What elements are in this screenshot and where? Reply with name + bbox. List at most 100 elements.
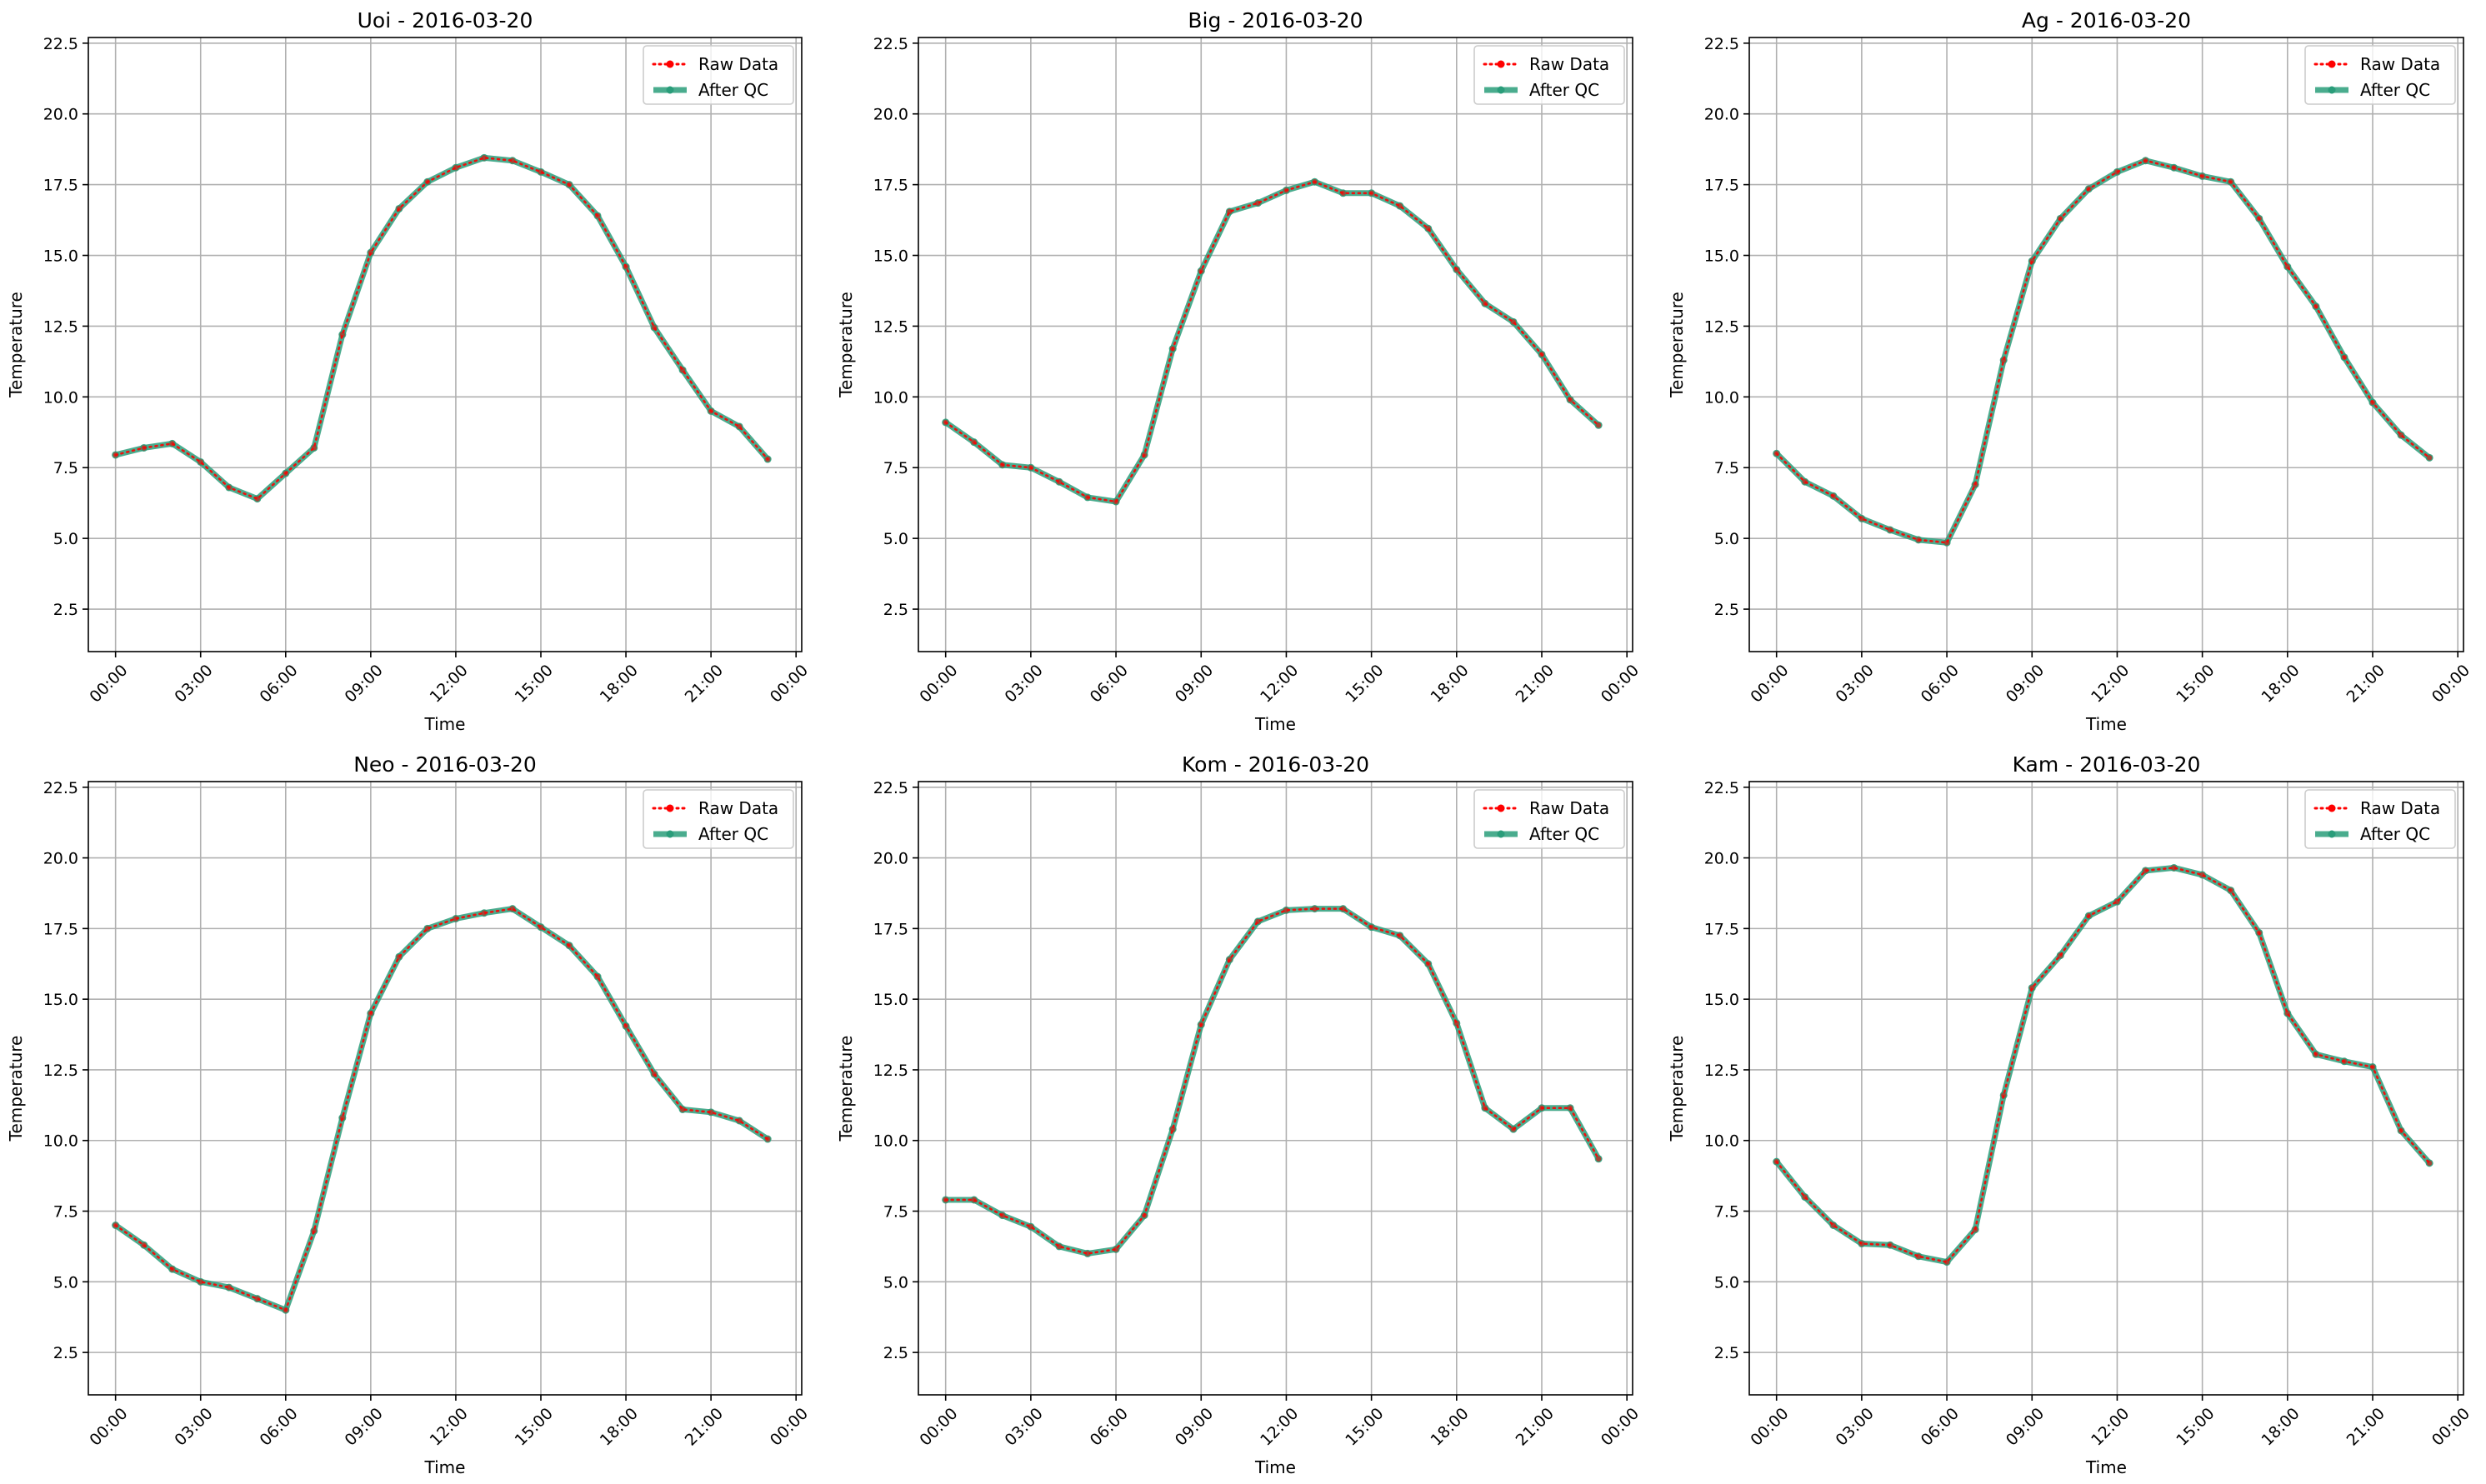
raw-data-point xyxy=(2086,186,2092,192)
raw-data-point xyxy=(1227,957,1233,962)
series-raw-data xyxy=(943,906,1602,1257)
x-tick-label: 00:00 xyxy=(1747,661,1792,706)
raw-data-point xyxy=(651,1071,658,1077)
x-tick-label: 21:00 xyxy=(1513,1404,1558,1449)
x-axis-label: Time xyxy=(424,1457,466,1477)
x-tick-label: 03:00 xyxy=(1002,1404,1047,1449)
series-raw-data xyxy=(1773,157,2433,546)
raw-data-point xyxy=(1283,187,1289,193)
series-after-qc xyxy=(1773,863,2433,1267)
raw-data-point xyxy=(594,973,601,980)
x-tick-label: 00:00 xyxy=(916,661,961,706)
series-after-qc xyxy=(1773,157,2433,547)
y-tick-label: 7.5 xyxy=(1714,1203,1739,1222)
raw-data-point xyxy=(198,1279,203,1285)
raw-data-point xyxy=(2228,179,2233,185)
x-tick-label: 06:00 xyxy=(1087,661,1132,706)
raw-data-point xyxy=(396,206,403,212)
y-tick-label: 20.0 xyxy=(43,106,78,124)
raw-data-point xyxy=(1056,1243,1063,1250)
x-tick-label: 18:00 xyxy=(1427,661,1472,706)
legend-label: Raw Data xyxy=(1529,798,1609,818)
raw-data-point xyxy=(198,459,203,465)
raw-data-point xyxy=(2398,1127,2404,1134)
legend-label: Raw Data xyxy=(698,798,778,818)
axes-frame xyxy=(88,37,803,652)
x-tick-label: 00:00 xyxy=(916,1404,961,1449)
legend-label: After QC xyxy=(1529,824,1599,844)
x-tick-label: 09:00 xyxy=(2003,661,2048,706)
raw-data-point xyxy=(2029,258,2035,264)
chart-panel-3: 2.5 5.0 7.5 10.0 12.5 15.0 17.5 20.0 22.5 00:00 03… xyxy=(6,752,812,1477)
raw-data-point xyxy=(2058,216,2063,222)
raw-data-point xyxy=(1312,179,1318,185)
y-tick-label: 17.5 xyxy=(1704,920,1739,938)
legend-label: After QC xyxy=(2360,824,2430,844)
x-tick-label: 09:00 xyxy=(1172,661,1217,706)
legend-label: After QC xyxy=(698,80,768,100)
y-tick-label: 12.5 xyxy=(43,1062,78,1080)
y-tick-label: 22.5 xyxy=(1704,35,1739,53)
x-tick-label: 03:00 xyxy=(1833,661,1878,706)
raw-data-point xyxy=(453,165,459,171)
x-tick-label: 15:00 xyxy=(512,661,557,706)
raw-data-point xyxy=(1567,1105,1573,1111)
y-tick-label: 2.5 xyxy=(53,601,78,619)
y-tick-label: 17.5 xyxy=(1704,177,1739,195)
raw-data-point xyxy=(2171,865,2177,871)
raw-data-point xyxy=(764,456,771,462)
raw-data-point xyxy=(141,445,147,451)
x-tick-label: 21:00 xyxy=(682,1404,727,1449)
x-tick-label: 12:00 xyxy=(427,1404,472,1449)
raw-data-point xyxy=(254,1296,260,1302)
raw-data-point xyxy=(1312,906,1318,912)
raw-data-point xyxy=(1887,1242,1893,1248)
y-tick-label: 2.5 xyxy=(1714,1344,1739,1362)
x-tick-label: 03:00 xyxy=(171,661,216,706)
raw-data-point xyxy=(1453,267,1460,272)
raw-data-point xyxy=(2313,1052,2319,1057)
x-tick-label: 00:00 xyxy=(767,1404,812,1449)
raw-data-point xyxy=(999,1212,1006,1218)
raw-data-point xyxy=(1830,1222,1837,1228)
x-tick-label: 12:00 xyxy=(427,661,472,706)
raw-data-point xyxy=(1340,190,1346,196)
axes-frame xyxy=(88,781,803,1396)
raw-data-point xyxy=(283,470,288,477)
raw-data-point xyxy=(1113,498,1119,505)
raw-data-point xyxy=(1830,493,1837,499)
y-tick-label: 10.0 xyxy=(1704,1132,1739,1151)
x-tick-label: 03:00 xyxy=(1833,1404,1878,1449)
grid xyxy=(918,37,1633,652)
y-tick-label: 7.5 xyxy=(53,459,78,477)
raw-data-line xyxy=(114,157,769,501)
chart-panel-5: 2.5 5.0 7.5 10.0 12.5 15.0 17.5 20.0 22.5 00:00 03… xyxy=(1667,752,2473,1477)
raw-data-point xyxy=(1283,907,1289,913)
y-axis-label: Temperature xyxy=(1667,1036,1687,1142)
x-tick-label: 09:00 xyxy=(342,1404,387,1449)
legend: Raw Data After QC xyxy=(643,789,794,849)
raw-data-point xyxy=(2228,887,2233,893)
legend-marker-after-qc xyxy=(666,86,674,94)
raw-data-point xyxy=(1368,190,1374,196)
raw-data-point xyxy=(1169,346,1176,352)
x-tick-label: 18:00 xyxy=(597,1404,642,1449)
series-after-qc xyxy=(942,905,1603,1257)
raw-data-point xyxy=(1255,200,1261,206)
raw-data-point xyxy=(368,1010,374,1017)
raw-data-point xyxy=(2398,432,2404,438)
raw-data-point xyxy=(1340,906,1346,912)
y-tick-label: 10.0 xyxy=(43,1132,78,1151)
raw-data-point xyxy=(2284,1010,2291,1017)
raw-data-point xyxy=(679,1107,686,1112)
y-tick-label: 2.5 xyxy=(883,1344,908,1362)
x-tick-label: 06:00 xyxy=(256,1404,301,1449)
legend-marker-raw-data xyxy=(1497,804,1505,812)
y-tick-label: 2.5 xyxy=(883,601,908,619)
raw-data-point xyxy=(943,419,948,426)
legend-marker-raw-data xyxy=(2328,804,2336,812)
after-qc-line xyxy=(1773,864,2433,1266)
after-qc-line xyxy=(113,906,771,1313)
y-tick-label: 22.5 xyxy=(873,35,908,53)
raw-data-point xyxy=(2143,157,2148,163)
